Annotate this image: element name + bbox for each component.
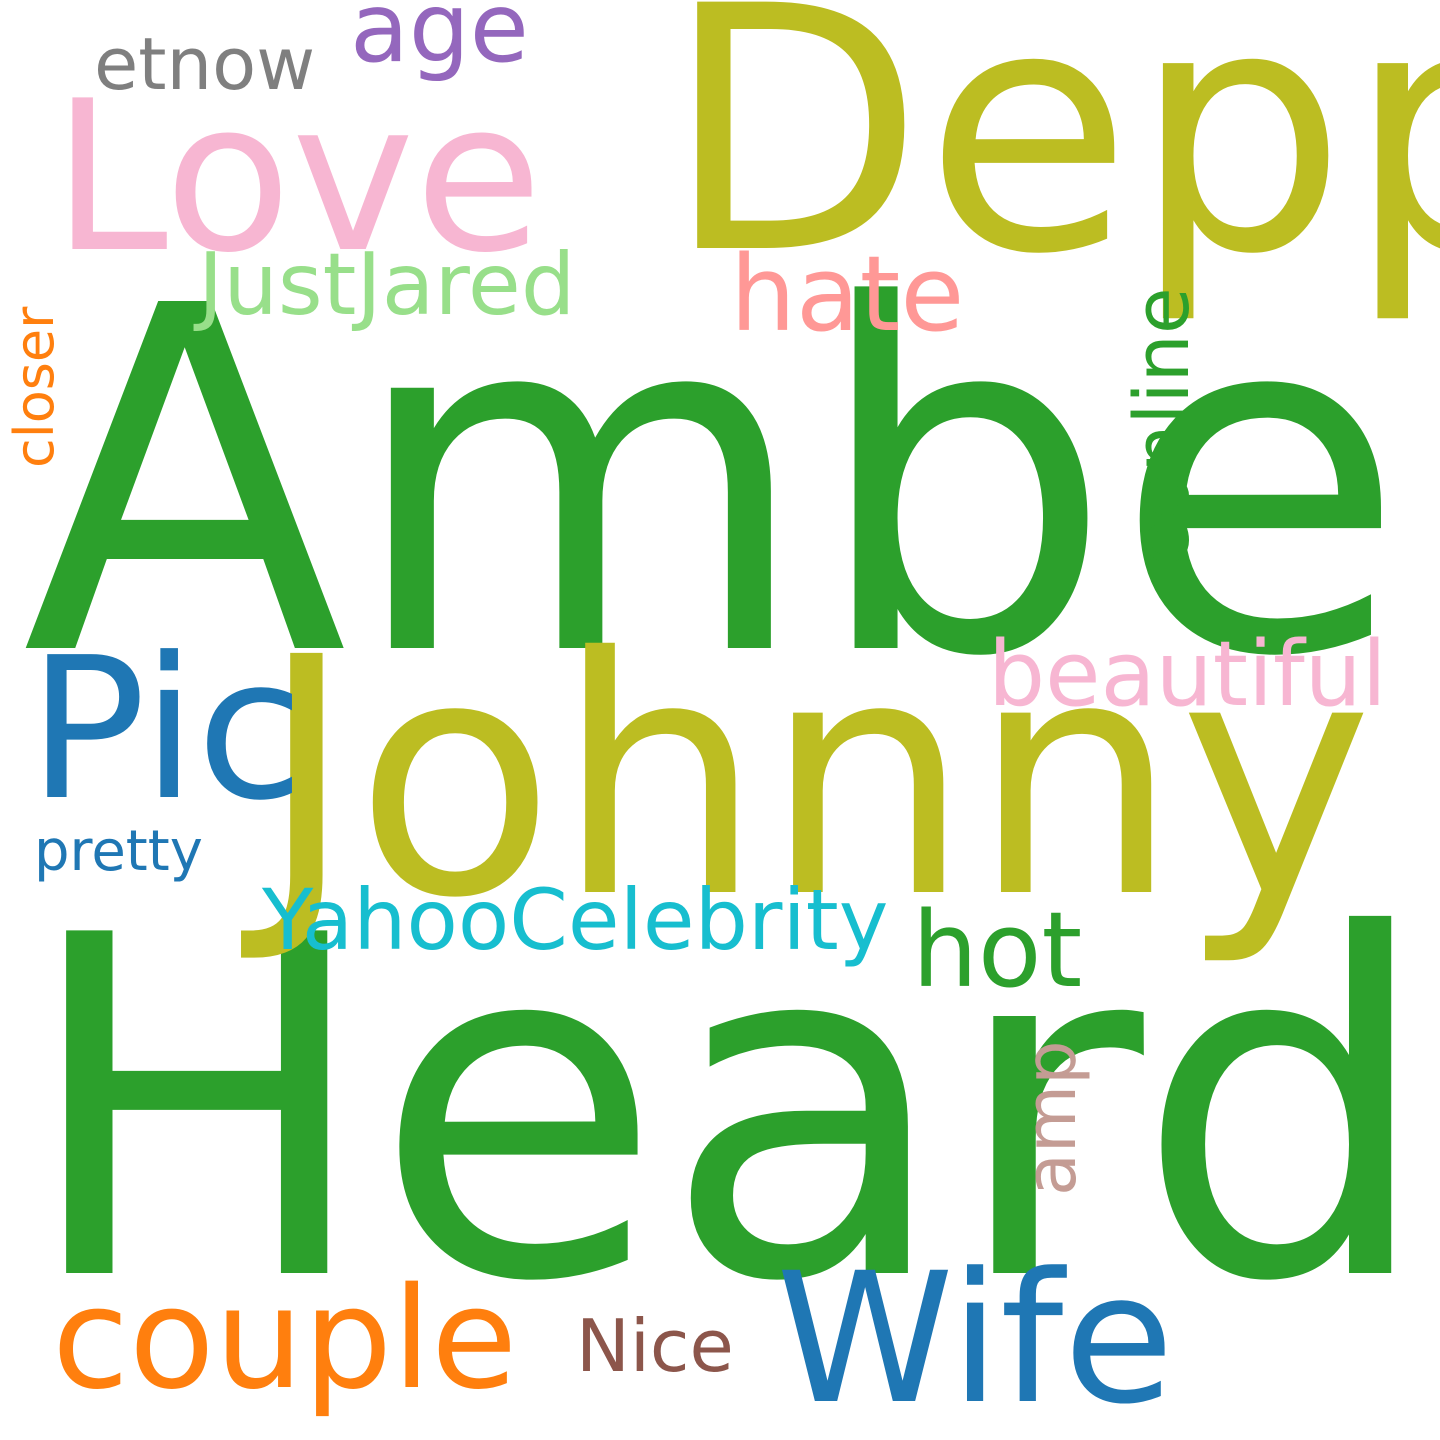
word-wife: Wife [776,1235,1175,1440]
word-heard: Heard [20,837,1434,1384]
word-amber: Amber [22,207,1440,761]
word-johnny: Johnny [258,589,1374,970]
word-hot: hot [912,889,1083,1011]
word-pic: Pic [28,616,305,844]
word-eonline: eonline [1117,287,1206,566]
word-yahoocelebrity: YahooCelebrity [262,871,889,969]
word-hate: hate [730,233,965,355]
word-etnow: etnow [94,22,316,106]
word-amp: amp [1010,1040,1092,1196]
word-closer: closer [3,306,66,468]
word-age: age [350,0,529,84]
word-nice: Nice [576,1304,734,1388]
word-depp: Depp [664,0,1440,328]
word-couple: couple [52,1258,518,1421]
word-beautiful: beautiful [988,622,1387,727]
word-love: Love [52,57,543,299]
word-pretty: pretty [34,819,203,884]
word-justjared: JustJared [198,235,576,335]
